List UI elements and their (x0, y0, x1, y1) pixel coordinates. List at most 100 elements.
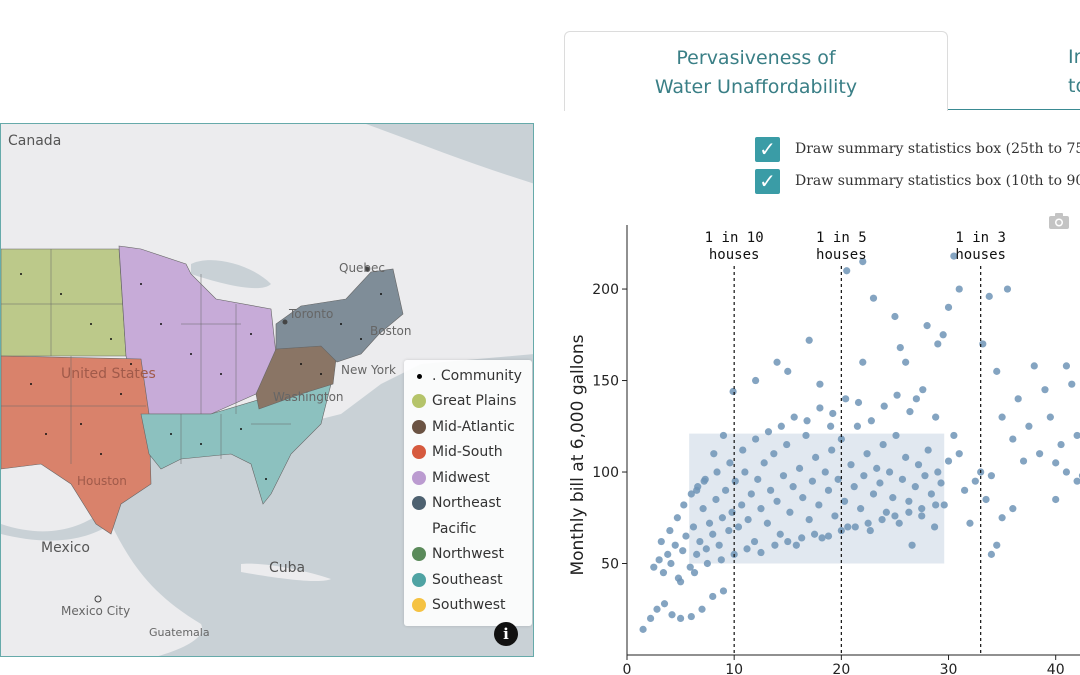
data-point (764, 428, 773, 436)
legend-item-mid-atlantic[interactable]: Mid-Atlantic (412, 416, 515, 438)
southeast-swatch-icon (412, 573, 426, 587)
northeast-swatch-icon (412, 496, 426, 510)
data-point (739, 446, 747, 454)
map-label-new-york: New York (341, 363, 396, 377)
data-point (786, 508, 794, 516)
reference-line-label: houses (709, 247, 760, 263)
data-point (842, 395, 850, 403)
data-point (1068, 380, 1076, 388)
data-point (741, 468, 749, 476)
data-point (824, 532, 833, 540)
data-point (908, 541, 916, 549)
data-point (1014, 395, 1022, 403)
tab-second[interactable]: Ir to (948, 31, 1080, 110)
community-dot-icon (412, 369, 426, 383)
data-point (944, 457, 953, 465)
tab-second-line1: Ir (1068, 46, 1080, 68)
data-point (1030, 362, 1038, 370)
data-point (985, 292, 993, 300)
x-tick-label: 0 (623, 662, 632, 675)
summary-box-25-75-checkbox[interactable]: ✓ Draw summary statistics box (25th to 7… (755, 136, 1080, 162)
data-point (932, 413, 940, 421)
region-map[interactable]: Canada Quebec Toronto Boston New York Wa… (0, 123, 534, 657)
data-point (818, 534, 826, 542)
legend-item-southeast[interactable]: Southeast (412, 569, 503, 591)
state-borders (1, 249, 291, 464)
data-point (1057, 440, 1065, 449)
data-point (1073, 431, 1080, 440)
data-point (864, 519, 872, 527)
data-point (673, 514, 681, 522)
data-point (773, 497, 781, 505)
chart-axes: 50 100 150 200 0 10 20 30 40 (592, 225, 1080, 675)
mexico-city-marker (94, 595, 102, 603)
data-point (699, 505, 707, 513)
legend-label: Midwest (432, 470, 490, 486)
data-point (815, 501, 823, 509)
data-point (767, 486, 775, 494)
data-point (857, 505, 865, 513)
data-point (799, 494, 807, 502)
y-tick-label: 200 (592, 282, 619, 298)
data-point (676, 614, 685, 623)
summary-box-10-90-checkbox[interactable]: ✓ Draw summary statistics box (10th to 9… (755, 168, 1080, 194)
data-point (878, 515, 886, 524)
data-point (906, 408, 914, 416)
tab-pervasiveness[interactable]: Pervasiveness of Water Unaffordability (564, 31, 948, 111)
reference-line-label: 1 in 10 (705, 230, 764, 246)
legend-item-great-plains[interactable]: Great Plains (412, 390, 516, 412)
mid-atlantic-swatch-icon (412, 420, 426, 434)
data-point (993, 367, 1001, 375)
legend-item-mid-south[interactable]: Mid-South (412, 441, 503, 463)
legend-item-pacific[interactable]: Pacific (412, 518, 477, 540)
data-point (798, 534, 806, 542)
data-point (955, 450, 963, 458)
data-point (752, 376, 760, 385)
data-point (859, 257, 867, 266)
data-point (812, 453, 820, 461)
tab-pervasiveness-line2: Water Unaffordability (654, 76, 858, 98)
data-point (893, 391, 901, 399)
data-point (885, 468, 894, 476)
data-point (1052, 459, 1060, 467)
data-point (639, 625, 647, 633)
map-label-boston: Boston (370, 324, 412, 338)
map-label-guatemala: Guatemala (149, 626, 210, 639)
legend-item-southwest[interactable]: Southwest (412, 594, 506, 616)
data-point (921, 472, 929, 480)
data-point (795, 464, 804, 472)
legend-item-northwest[interactable]: Northwest (412, 543, 504, 565)
data-point (671, 541, 679, 549)
data-point (763, 519, 771, 527)
legend-item-northeast[interactable]: Northeast (412, 492, 501, 514)
pacific-swatch-icon (412, 522, 426, 536)
data-point (802, 431, 810, 440)
map-label-mexico: Mexico (41, 540, 90, 556)
great-plains-swatch-icon (412, 394, 426, 408)
data-point (827, 422, 835, 430)
x-tick-label: 30 (940, 662, 958, 675)
x-tick-label: 10 (725, 662, 743, 675)
data-point (924, 446, 932, 454)
southwest-swatch-icon (412, 598, 426, 612)
midwest-swatch-icon (412, 471, 426, 485)
data-point (754, 475, 762, 483)
data-point (726, 459, 734, 467)
legend-item-midwest[interactable]: Midwest (412, 467, 490, 489)
region-northeast (275, 268, 404, 363)
data-point (850, 483, 858, 491)
map-label-quebec: Quebec (339, 261, 386, 275)
data-point (687, 490, 695, 498)
camera-icon[interactable] (1048, 212, 1070, 230)
map-label-toronto: Toronto (289, 307, 334, 321)
data-point (679, 547, 687, 555)
data-point (808, 477, 817, 485)
data-point (689, 523, 698, 531)
data-point (792, 541, 800, 549)
scatter-points (639, 252, 1080, 633)
info-icon[interactable]: i (494, 622, 518, 646)
data-point (722, 486, 730, 494)
y-tick-label: 150 (592, 374, 619, 390)
legend-item-community[interactable]: . Community (412, 365, 522, 387)
